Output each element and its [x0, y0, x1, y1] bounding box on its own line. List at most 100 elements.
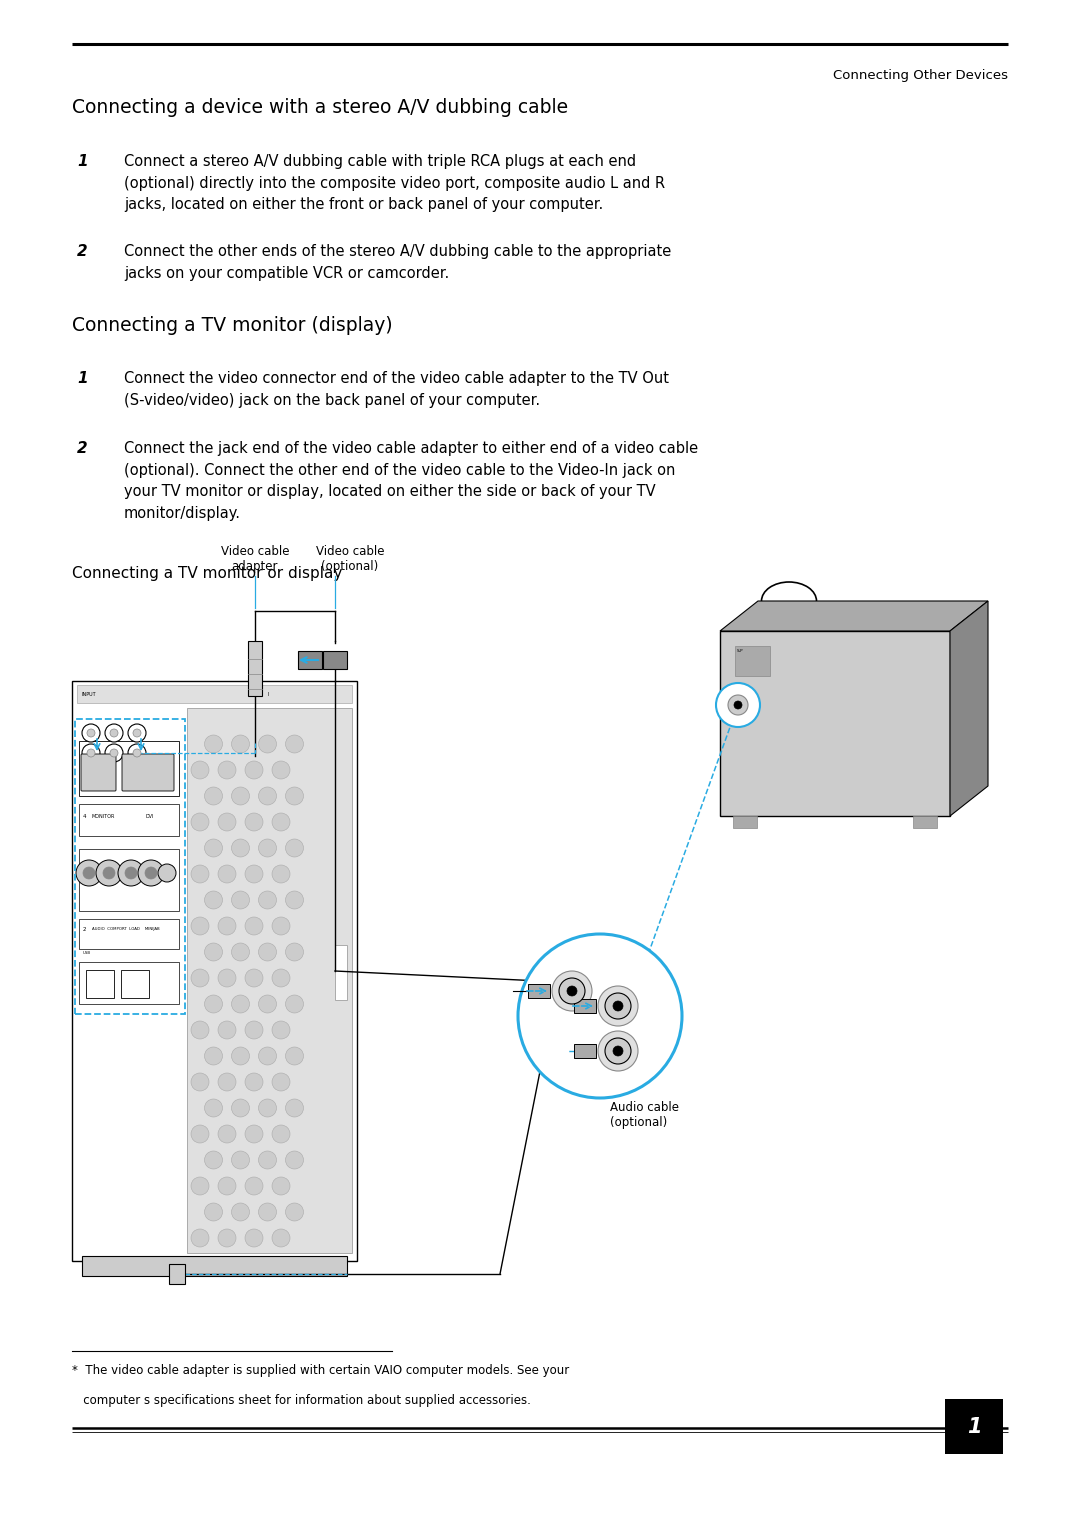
Circle shape	[605, 993, 631, 1019]
Circle shape	[96, 860, 122, 885]
Circle shape	[204, 1151, 222, 1169]
Text: *  The video cable adapter is supplied with certain VAIO computer models. See yo: * The video cable adapter is supplied wi…	[72, 1364, 569, 1377]
FancyBboxPatch shape	[122, 753, 174, 791]
Text: 4: 4	[83, 814, 86, 819]
Circle shape	[218, 1020, 237, 1038]
Circle shape	[245, 1229, 264, 1248]
Circle shape	[258, 994, 276, 1013]
Circle shape	[258, 891, 276, 910]
Bar	[79, 803, 179, 835]
Circle shape	[245, 813, 264, 831]
Bar	[79, 849, 179, 911]
Bar	[79, 963, 179, 1004]
Text: 2: 2	[83, 926, 86, 932]
Circle shape	[204, 735, 222, 753]
Circle shape	[204, 994, 222, 1013]
Bar	[77, 685, 352, 703]
Circle shape	[191, 1073, 210, 1092]
Bar	[573, 1045, 596, 1058]
Text: DVI: DVI	[146, 814, 154, 819]
Circle shape	[231, 1204, 249, 1220]
Bar	[248, 641, 262, 696]
Circle shape	[231, 994, 249, 1013]
Text: S-P: S-P	[737, 649, 744, 653]
Circle shape	[258, 1204, 276, 1220]
Circle shape	[258, 943, 276, 961]
Circle shape	[258, 1048, 276, 1066]
Text: Connecting a TV monitor or display: Connecting a TV monitor or display	[72, 565, 342, 581]
Circle shape	[231, 1048, 249, 1066]
Text: 1: 1	[77, 371, 87, 387]
Circle shape	[272, 761, 291, 779]
Circle shape	[231, 891, 249, 910]
Circle shape	[605, 1038, 631, 1064]
Circle shape	[285, 1099, 303, 1117]
Circle shape	[191, 1176, 210, 1195]
Circle shape	[82, 725, 100, 741]
Circle shape	[272, 813, 291, 831]
Circle shape	[598, 1031, 638, 1070]
Circle shape	[105, 725, 123, 741]
Circle shape	[245, 1073, 264, 1092]
Circle shape	[567, 985, 577, 996]
Bar	[733, 816, 757, 828]
Circle shape	[258, 735, 276, 753]
Bar	[72, 681, 357, 1261]
Circle shape	[204, 838, 222, 857]
Bar	[573, 999, 596, 1013]
Circle shape	[285, 838, 303, 857]
Text: Audio cable
(optional): Audio cable (optional)	[610, 1101, 679, 1129]
Circle shape	[204, 1099, 222, 1117]
Circle shape	[231, 735, 249, 753]
Circle shape	[258, 1099, 276, 1117]
Text: MONITOR: MONITOR	[92, 814, 116, 819]
Text: USB: USB	[83, 951, 91, 955]
Circle shape	[285, 1151, 303, 1169]
Circle shape	[272, 1020, 291, 1038]
Circle shape	[613, 1001, 623, 1011]
Circle shape	[191, 1229, 210, 1248]
Circle shape	[218, 1176, 237, 1195]
Circle shape	[734, 700, 742, 709]
Circle shape	[218, 969, 237, 987]
Circle shape	[191, 969, 210, 987]
Circle shape	[191, 1020, 210, 1038]
Text: Connecting Other Devices: Connecting Other Devices	[833, 70, 1008, 82]
Circle shape	[245, 761, 264, 779]
Bar	[86, 970, 114, 998]
Bar	[298, 650, 322, 669]
Circle shape	[285, 735, 303, 753]
Circle shape	[231, 943, 249, 961]
Circle shape	[272, 917, 291, 935]
Circle shape	[285, 891, 303, 910]
Bar	[187, 708, 352, 1254]
Text: Video cable
adapter: Video cable adapter	[220, 544, 289, 573]
Circle shape	[272, 1073, 291, 1092]
Text: 2: 2	[77, 441, 87, 456]
Circle shape	[245, 1020, 264, 1038]
Circle shape	[129, 744, 146, 763]
Circle shape	[231, 838, 249, 857]
Circle shape	[258, 838, 276, 857]
Bar	[323, 650, 347, 669]
Circle shape	[258, 1151, 276, 1169]
Circle shape	[191, 917, 210, 935]
Circle shape	[245, 1176, 264, 1195]
Circle shape	[245, 1125, 264, 1143]
Circle shape	[613, 1046, 623, 1057]
Circle shape	[204, 943, 222, 961]
Circle shape	[272, 1176, 291, 1195]
Circle shape	[598, 985, 638, 1026]
Text: 1: 1	[77, 155, 87, 168]
Circle shape	[231, 1151, 249, 1169]
Bar	[720, 631, 950, 816]
Circle shape	[76, 860, 102, 885]
Circle shape	[125, 867, 137, 879]
Circle shape	[285, 943, 303, 961]
Circle shape	[728, 694, 748, 716]
Circle shape	[158, 864, 176, 882]
Bar	[913, 816, 937, 828]
Text: Connecting a TV monitor (display): Connecting a TV monitor (display)	[72, 315, 393, 335]
Bar	[75, 719, 185, 1014]
Bar	[945, 1399, 1003, 1454]
